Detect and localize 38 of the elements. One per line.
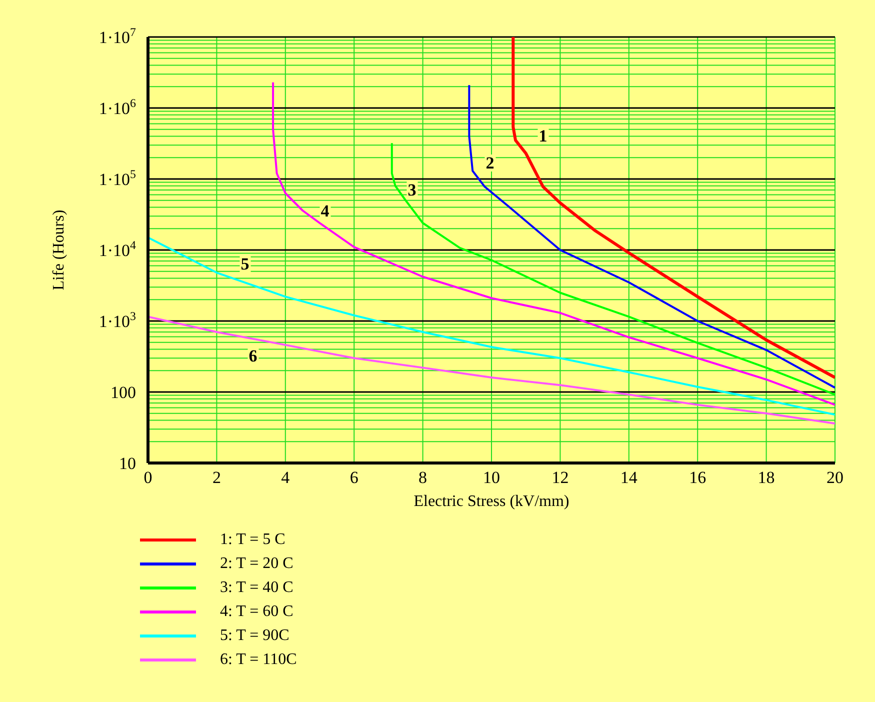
x-tick-label: 14 — [620, 468, 638, 488]
y-tick-label: 10 — [119, 454, 136, 473]
legend-label: 6: T = 110C — [220, 651, 297, 669]
line-series — [512, 37, 835, 380]
legend-label: 1: T = 5 C — [220, 531, 286, 549]
x-tick-label: 12 — [552, 468, 569, 488]
line-series — [390, 142, 835, 396]
x-tick-label: 18 — [758, 468, 775, 488]
annotation: 6 — [248, 346, 258, 366]
line-series — [272, 81, 835, 406]
x-tick-label: 8 — [418, 468, 428, 488]
y-tick-label: 1·10$^{7}$ — [98, 25, 136, 47]
annotation: 2 — [484, 154, 496, 172]
x-tick-label: 20 — [826, 468, 844, 488]
y-tick-label: 1·10$^{6}$ — [98, 96, 136, 118]
line-series — [468, 84, 835, 389]
y-tick-label: 1·10$^{4}$ — [98, 238, 136, 260]
line-series — [148, 236, 835, 416]
annotation: 3 — [406, 180, 418, 200]
y-tick-label: 1·10$^{3}$ — [98, 309, 136, 331]
x-tick-label: 4 — [281, 468, 290, 488]
y-axis-title: Life (Hours) — [50, 210, 68, 290]
y-tick-label: 1·10$^{5}$ — [98, 167, 136, 189]
annotation: 5 — [240, 254, 250, 274]
x-tick-label: 16 — [689, 468, 706, 488]
legend-label: 2: T = 20 C — [220, 555, 294, 573]
x-axis-title: Electric Stress (kV/mm) — [414, 493, 570, 510]
x-tick-label: 0 — [144, 468, 152, 488]
legend-label: 3: T = 40 C — [220, 579, 294, 597]
x-tick-label: 6 — [350, 468, 358, 488]
legend-label: 5: T = 90C — [220, 627, 290, 645]
annotation: 4 — [320, 202, 330, 220]
line-series — [148, 316, 835, 425]
x-tick-label: 10 — [483, 468, 500, 488]
y-tick-label: 100 — [110, 383, 136, 402]
x-tick-label: 2 — [212, 468, 221, 488]
annotation: 1 — [538, 126, 548, 146]
legend-label: 4: T = 60 C — [220, 603, 294, 621]
